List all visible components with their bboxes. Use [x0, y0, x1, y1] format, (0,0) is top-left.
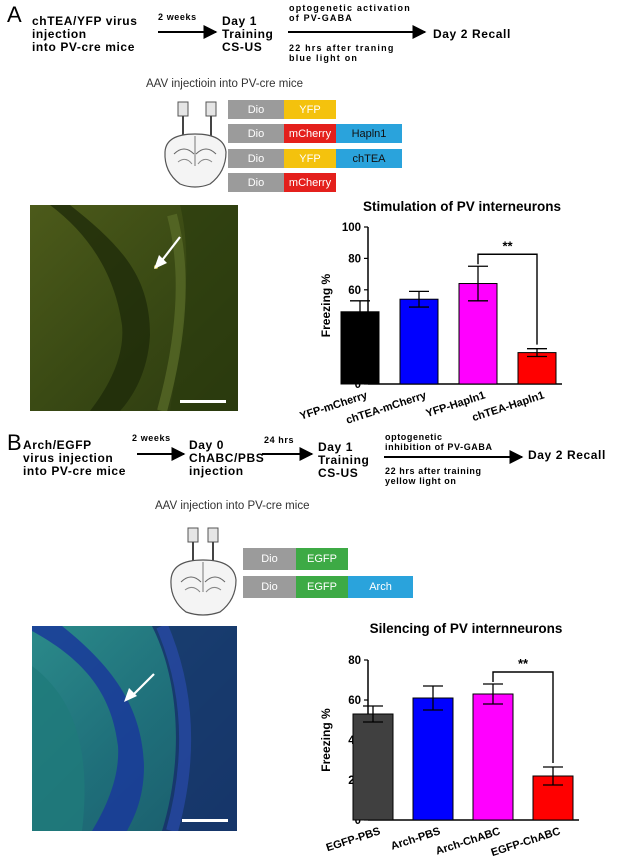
construct-dio-box: Dio [228, 149, 284, 168]
x-tick-label: EGFP-PBS [325, 825, 382, 854]
bar-chart-silencing: Silencing of PV internneurons020406080Fr… [319, 621, 579, 858]
step-line: Arch/EGFP [23, 438, 92, 452]
construct-egfp-box: EGFP [296, 548, 348, 570]
step-line: ChABC/PBS [189, 451, 265, 465]
panel-b-arrow1-label: 2 weeks [132, 433, 171, 443]
y-axis-label: Freezing % [319, 274, 333, 338]
panel-b-label: B [7, 430, 22, 455]
step-line: Day 1 [318, 440, 354, 454]
bar [352, 713, 394, 821]
panel-b-timeline-arrows [137, 447, 524, 464]
panel-a-arrow1-label: 2 weeks [158, 12, 197, 22]
note-line: of PV-GABA [289, 13, 354, 23]
panel-b-step-chabc: Day 0 ChABC/PBS injection [189, 439, 264, 478]
panel-a-step-training: Day 1 Training CS-US [222, 15, 273, 54]
panel-b-step-recall: Day 2 Recall [528, 448, 606, 462]
step-line: injection [189, 464, 244, 478]
y-tick-label: 60 [348, 285, 361, 297]
panel-a-step-recall: Day 2 Recall [433, 27, 511, 41]
step-line: into PV-cre mice [23, 464, 126, 478]
panel-a-label: A [7, 2, 22, 27]
construct-dio-box: Dio [243, 576, 296, 598]
note-line: yellow light on [385, 476, 457, 486]
construct-mcherry-box: mCherry [284, 124, 336, 143]
note-line: optogenetic [385, 432, 443, 442]
step-line: Day 0 [189, 438, 225, 452]
y-tick-label: 80 [348, 253, 361, 265]
step-line: CS-US [222, 40, 263, 54]
bar-chart-stimulation: Stimulation of PV interneurons0204060801… [298, 199, 562, 427]
panel-b-arrow3-bottom: 22 hrs after training yellow light on [385, 466, 482, 486]
chart-title: Stimulation of PV interneurons [363, 199, 561, 214]
construct-dio-box: Dio [228, 100, 284, 119]
construct-hapln1-box: Hapln1 [336, 124, 402, 143]
construct-arch-box: Arch [348, 576, 413, 598]
brain-injection-icon [170, 527, 237, 616]
y-tick-label: 0 [355, 379, 361, 391]
note-line: optogenetic activation [289, 3, 411, 13]
panel-b-step-training: Day 1 Training CS-US [318, 441, 369, 480]
panel-a-arrow2-bottom: 22 hrs after traning blue light on [289, 43, 395, 63]
construct-yfp-box: YFP [284, 100, 336, 119]
chart-title: Silencing of PV internneurons [370, 621, 563, 636]
construct-egfp-box: EGFP [296, 576, 348, 598]
step-line: injection [32, 27, 87, 41]
x-tick-label: EGFP-ChABC [490, 825, 562, 858]
microscopy-image-egfp [32, 626, 237, 831]
construct-chtea-box: chTEA [336, 149, 402, 168]
construct-dio-box: Dio [243, 548, 296, 570]
y-tick-label: 80 [348, 655, 361, 667]
step-line: Day 1 [222, 14, 258, 28]
step-line: chTEA/YFP virus [32, 14, 138, 28]
construct-mcherry-box: mCherry [284, 173, 336, 192]
step-line: CS-US [318, 466, 359, 480]
panel-b-aav-title: AAV injection into PV-cre mice [155, 500, 310, 512]
bar [472, 693, 514, 821]
bar [399, 298, 439, 385]
significance-label: ** [502, 238, 513, 253]
significance-label: ** [518, 656, 529, 671]
significance-bracket [477, 253, 538, 345]
panel-b-arrow3-top: optogenetic inhibition of PV-GABA [385, 432, 493, 452]
step-line: virus injection [23, 451, 114, 465]
panel-a-timeline-arrows [158, 25, 427, 39]
y-tick-label: 100 [342, 222, 361, 234]
panel-a-step-injection: chTEA/YFP virus injection into PV-cre mi… [32, 15, 137, 54]
significance-bracket [492, 671, 554, 763]
bar [517, 352, 557, 385]
step-line: Training [222, 27, 274, 41]
note-line: 22 hrs after traning [289, 43, 395, 53]
y-tick-label: 0 [355, 815, 361, 827]
note-line: blue light on [289, 53, 359, 63]
construct-dio-box: Dio [228, 124, 284, 143]
panel-b-step-injection: Arch/EGFP virus injection into PV-cre mi… [23, 439, 126, 478]
y-axis-label: Freezing % [319, 708, 333, 772]
panel-a-aav-title: AAV injectioin into PV-cre mice [146, 78, 304, 90]
microscopy-image-yfp [30, 205, 238, 411]
panel-b-arrow2-label: 24 hrs [264, 435, 295, 445]
brain-injection-icon [164, 101, 227, 188]
step-line: Training [318, 453, 370, 467]
panel-a-arrow2-top: optogenetic activation of PV-GABA [289, 3, 411, 23]
y-tick-label: 60 [348, 695, 361, 707]
note-line: 22 hrs after training [385, 466, 482, 476]
note-line: inhibition of PV-GABA [385, 442, 493, 452]
bar [412, 697, 454, 821]
construct-yfp-box: YFP [284, 149, 336, 168]
construct-dio-box: Dio [228, 173, 284, 192]
step-line: into PV-cre mice [32, 40, 135, 54]
